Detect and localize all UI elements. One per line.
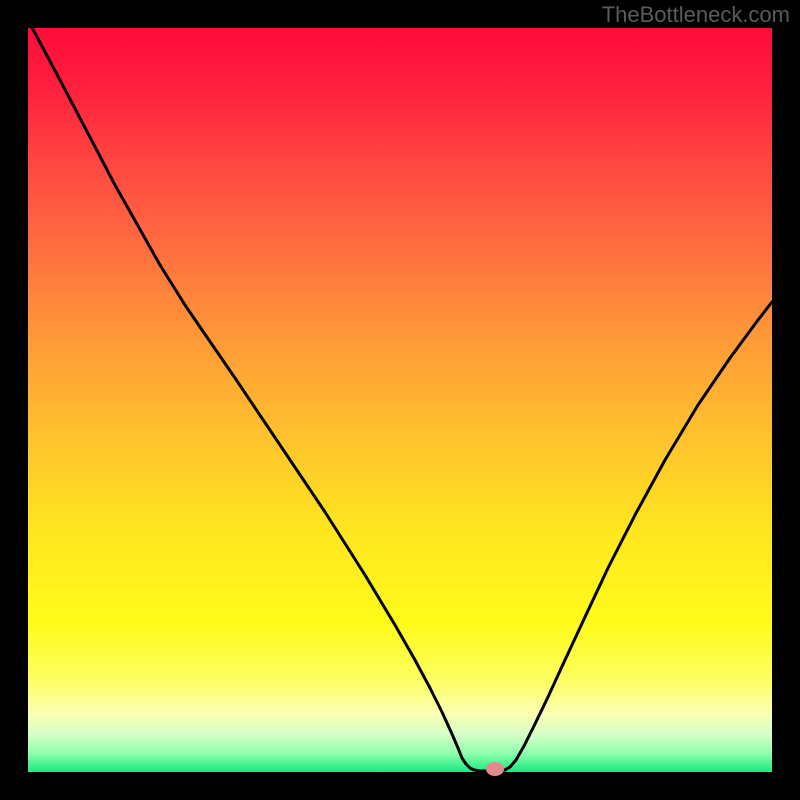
watermark-text: TheBottleneck.com	[602, 2, 790, 28]
plot-background	[28, 28, 772, 772]
bottleneck-chart	[0, 0, 800, 800]
chart-container: TheBottleneck.com	[0, 0, 800, 800]
optimum-marker	[486, 762, 504, 776]
